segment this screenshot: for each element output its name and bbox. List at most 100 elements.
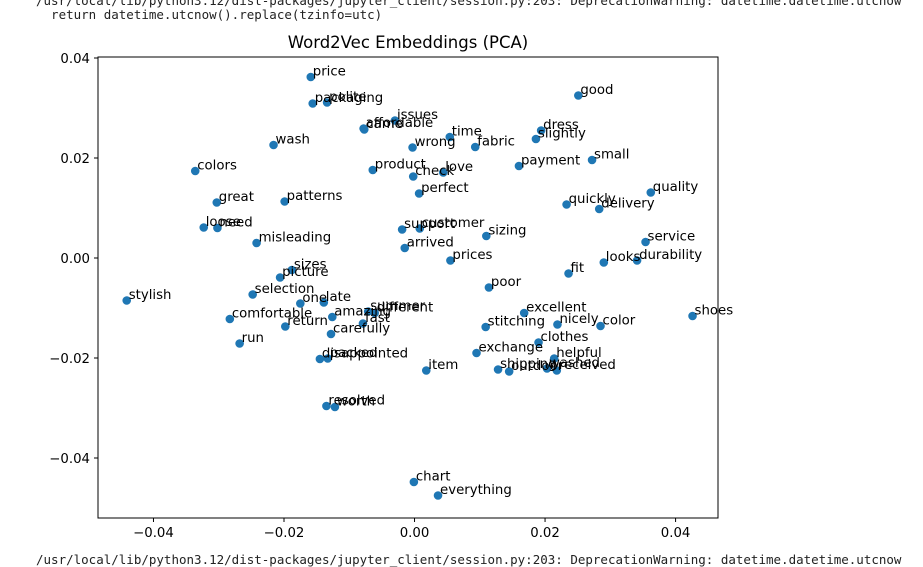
- point-label: sizes: [294, 258, 327, 273]
- data-point: [632, 256, 642, 265]
- point-label: selection: [255, 282, 315, 297]
- data-point: [322, 98, 332, 107]
- data-point: [549, 354, 559, 363]
- data-point: [446, 256, 455, 265]
- point-label: everything: [440, 483, 512, 498]
- plot-frame: [97, 56, 719, 519]
- point-label: picture: [282, 265, 328, 280]
- point-label: carefully: [333, 322, 390, 337]
- data-point: [688, 311, 697, 321]
- point-label: resolved: [328, 394, 385, 409]
- data-point: [481, 322, 490, 332]
- data-point: [306, 72, 316, 82]
- data-point: [327, 312, 337, 322]
- point-label: great: [219, 190, 254, 205]
- x-tick-label: 0.00: [400, 526, 430, 541]
- point-label: looks: [606, 250, 641, 265]
- data-point: [213, 223, 222, 233]
- point-label: received: [559, 358, 616, 373]
- point-label: poor: [491, 275, 522, 290]
- y-tick-label: −0.02: [49, 352, 90, 367]
- y-axis: −0.04 −0.02 0.00 0.02 0.04: [49, 52, 98, 467]
- point-label: check: [415, 164, 454, 179]
- data-point: [225, 314, 235, 324]
- data-point: [414, 189, 424, 198]
- x-tick-label: 0.02: [530, 526, 560, 541]
- data-point: [269, 140, 278, 150]
- data-point: [280, 197, 289, 206]
- data-point: [248, 290, 257, 299]
- point-label: colors: [197, 159, 237, 174]
- point-label: color: [603, 314, 636, 329]
- point-label: outdoor: [511, 359, 563, 374]
- point-label: late: [326, 290, 351, 305]
- point-label: packed: [330, 346, 378, 361]
- data-point: [400, 243, 410, 253]
- point-label: payment: [521, 154, 580, 169]
- data-point: [296, 299, 305, 308]
- point-label: exchange: [479, 341, 544, 356]
- point-label: amazing: [334, 305, 391, 320]
- points-layer: [122, 72, 697, 500]
- point-label: sizing: [488, 224, 526, 239]
- data-point: [287, 265, 297, 275]
- data-point: [564, 269, 573, 278]
- data-point: [315, 354, 325, 364]
- data-point: [323, 354, 333, 363]
- data-point: [445, 132, 455, 142]
- data-point: [415, 224, 425, 233]
- data-point: [421, 366, 431, 375]
- point-label: dress: [543, 118, 579, 133]
- point-label: polite: [329, 90, 366, 105]
- y-tick-label: 0.00: [60, 252, 90, 267]
- point-label: quickly: [569, 192, 616, 207]
- data-point: [514, 161, 524, 171]
- point-label: stitching: [488, 315, 545, 330]
- point-label: item: [428, 358, 458, 373]
- point-label: time: [452, 125, 482, 140]
- data-point: [599, 258, 609, 267]
- point-label: perfect: [421, 181, 468, 196]
- point-label: price: [313, 65, 346, 80]
- point-label: loose: [206, 215, 241, 230]
- data-point: [574, 91, 583, 100]
- data-point: [122, 296, 132, 305]
- data-point: [212, 198, 222, 207]
- data-point: [363, 307, 373, 316]
- data-point: [553, 320, 562, 329]
- data-point: [484, 283, 494, 292]
- point-label: patterns: [287, 189, 343, 204]
- data-point: [330, 402, 340, 412]
- point-label: slightly: [538, 127, 586, 142]
- point-label: quality: [653, 180, 699, 195]
- point-label: wash: [276, 133, 310, 148]
- data-point: [359, 125, 369, 134]
- data-point: [252, 238, 261, 248]
- data-point: [536, 126, 546, 135]
- data-point: [199, 223, 209, 232]
- data-point: [552, 366, 562, 375]
- point-label: came: [366, 117, 403, 132]
- data-point: [409, 477, 419, 487]
- point-label: one: [302, 291, 327, 306]
- data-point: [504, 367, 514, 376]
- data-point: [534, 338, 543, 347]
- x-tick-label: −0.04: [133, 526, 174, 541]
- data-point: [390, 116, 400, 125]
- point-label: excellent: [526, 301, 586, 316]
- point-label: washed: [549, 356, 600, 371]
- y-tick-label: 0.04: [60, 52, 90, 67]
- data-point: [519, 308, 529, 318]
- data-point: [275, 273, 285, 282]
- output-log-bottom: /usr/local/lib/python3.12/dist-packages/…: [36, 553, 901, 567]
- point-label: stylish: [129, 288, 172, 303]
- point-label: helpful: [556, 346, 602, 361]
- point-label: customer: [422, 216, 485, 231]
- point-label: wrong: [415, 135, 456, 150]
- point-label: chart: [416, 470, 451, 485]
- chart-title: Word2Vec Embeddings (PCA): [288, 33, 528, 52]
- data-point: [358, 319, 368, 328]
- point-label: shoes: [695, 304, 734, 319]
- data-point: [397, 225, 407, 234]
